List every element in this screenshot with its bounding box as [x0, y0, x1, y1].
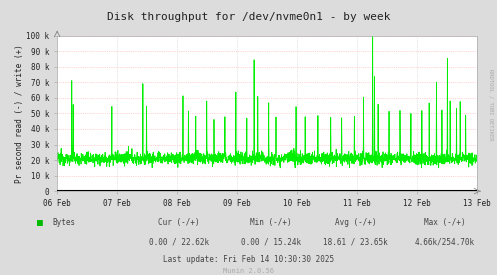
Text: Min (-/+): Min (-/+) — [250, 218, 292, 227]
Text: Munin 2.0.56: Munin 2.0.56 — [223, 268, 274, 274]
Text: 18.61 / 23.65k: 18.61 / 23.65k — [323, 238, 388, 246]
Text: Avg (-/+): Avg (-/+) — [334, 218, 376, 227]
Text: 0.00 / 22.62k: 0.00 / 22.62k — [149, 238, 209, 246]
Text: Cur (-/+): Cur (-/+) — [158, 218, 200, 227]
Text: Bytes: Bytes — [52, 218, 76, 227]
Text: Last update: Fri Feb 14 10:30:30 2025: Last update: Fri Feb 14 10:30:30 2025 — [163, 255, 334, 264]
Text: 4.66k/254.70k: 4.66k/254.70k — [415, 238, 475, 246]
Text: Disk throughput for /dev/nvme0n1 - by week: Disk throughput for /dev/nvme0n1 - by we… — [107, 12, 390, 22]
Text: Max (-/+): Max (-/+) — [424, 218, 466, 227]
Text: 0.00 / 15.24k: 0.00 / 15.24k — [241, 238, 301, 246]
Text: ■: ■ — [37, 218, 43, 228]
Text: RRDTOOL / TOBI OETIKER: RRDTOOL / TOBI OETIKER — [489, 69, 494, 140]
Y-axis label: Pr second read (-) / write (+): Pr second read (-) / write (+) — [14, 44, 24, 183]
